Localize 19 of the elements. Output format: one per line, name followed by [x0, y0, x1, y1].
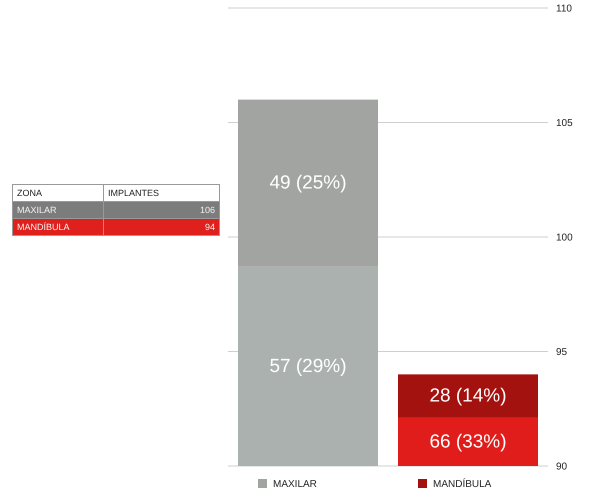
y-tick-label: 100 — [556, 232, 574, 244]
text: MANDÍBULA — [12, 218, 104, 236]
bar — [238, 266, 378, 466]
y-tick-label: 110 — [556, 4, 572, 15]
y-tick-label: 105 — [556, 118, 574, 130]
bar — [398, 374, 538, 418]
bar — [238, 100, 378, 267]
text: MAXILAR — [12, 202, 104, 218]
annotation: 28 (14%) — [429, 386, 507, 407]
annotation: 66 (33%) — [429, 431, 507, 452]
y-tick-label: 90 — [556, 462, 568, 473]
bar — [398, 418, 538, 466]
text: ZONA — [12, 184, 104, 202]
y-tick-label: 95 — [556, 347, 568, 358]
annotation: 57 (29%) — [269, 356, 347, 377]
annotation: 49 (25%) — [269, 172, 347, 194]
text: 106 — [104, 202, 220, 218]
text: IMPLANTES — [104, 184, 220, 202]
text: 94 — [104, 218, 220, 236]
